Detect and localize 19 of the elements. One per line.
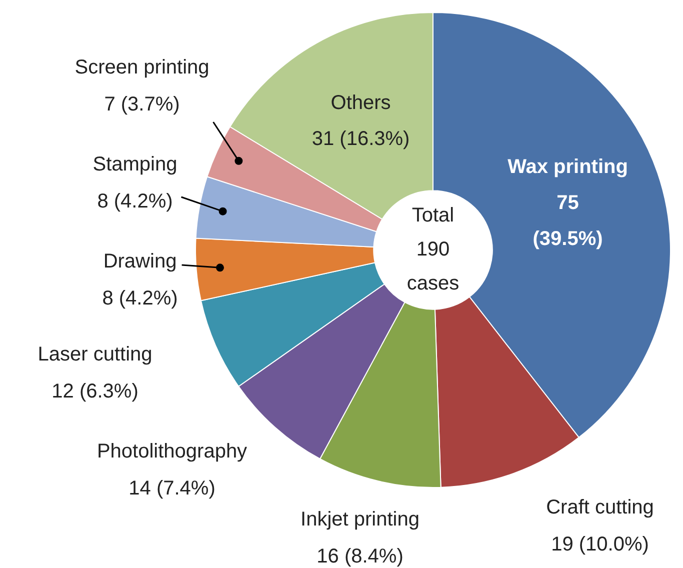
data-label: 8 (4.2%)	[102, 288, 178, 310]
text: Total 190 cases	[406, 204, 460, 295]
data-label: 12 (6.3%)	[52, 380, 138, 403]
data-label: 16 (8.4%)	[316, 546, 404, 568]
slice-label: Laser cutting	[38, 344, 152, 366]
slice-label: Photolithography	[96, 440, 248, 463]
slice-label: Inkjet printing	[300, 508, 420, 531]
data-label: 31 (16.3%)	[312, 128, 410, 150]
slice-label: Wax printing	[508, 156, 628, 178]
slice-label: Craft cutting	[546, 496, 654, 519]
data-label: 75 (39.5%)	[532, 192, 603, 250]
slice-label: Others	[330, 92, 391, 114]
slice-label: Stamping	[92, 154, 178, 176]
data-label: 7 (3.7%)	[104, 94, 180, 116]
data-label: 19 (10.0%)	[551, 534, 649, 556]
slice-label: Drawing	[103, 250, 177, 273]
slice-label: Screen printing	[74, 56, 210, 79]
data-label: 8 (4.2%)	[97, 190, 173, 213]
data-label: 14 (7.4%)	[128, 478, 216, 500]
